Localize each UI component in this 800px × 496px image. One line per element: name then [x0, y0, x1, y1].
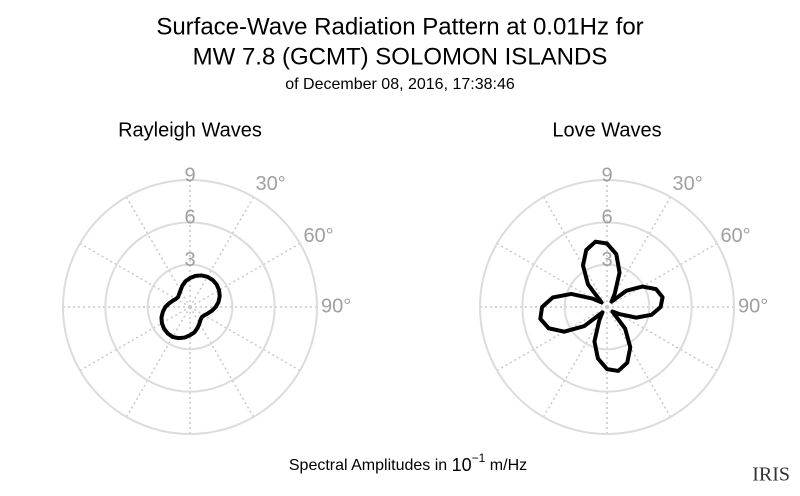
spoke — [79, 242, 191, 308]
r-tick-label: 9 — [601, 164, 612, 186]
spoke — [189, 196, 255, 308]
r-tick-label: 6 — [601, 207, 612, 229]
theta-tick-label: 30° — [256, 173, 286, 195]
r-tick-label: 6 — [184, 207, 195, 229]
logo: IRIS — [752, 464, 790, 486]
title-line: Surface-Wave Radiation Pattern at 0.01Hz… — [156, 13, 643, 40]
ring — [521, 221, 693, 393]
pattern-line — [159, 273, 222, 341]
spoke — [606, 306, 718, 372]
r-tick-label: 3 — [601, 249, 612, 271]
ring — [479, 179, 735, 435]
r-tick-label: 3 — [184, 249, 195, 271]
spoke — [189, 242, 301, 308]
spoke — [606, 306, 672, 418]
title-line: MW 7.8 (GCMT) SOLOMON ISLANDS — [193, 43, 608, 70]
x-label-exponent: −1 — [472, 451, 486, 465]
spoke — [79, 306, 191, 372]
spoke — [125, 306, 191, 418]
spoke — [496, 306, 608, 372]
ring — [62, 179, 318, 435]
spoke — [542, 196, 608, 308]
r-tick-label: 9 — [184, 164, 195, 186]
polar-title: Rayleigh Waves — [118, 119, 262, 141]
spoke — [606, 242, 718, 308]
subtitle: of December 08, 2016, 17:38:46 — [285, 76, 515, 93]
theta-tick-label: 90° — [738, 295, 768, 317]
theta-tick-label: 30° — [673, 173, 703, 195]
spoke — [189, 306, 301, 372]
x-label-text: Spectral Amplitudes in — [289, 457, 452, 474]
x-label: Spectral Amplitudes in 10−1 m/Hz — [289, 451, 527, 475]
theta-tick-label: 60° — [303, 225, 333, 247]
x-label-base: 10 — [452, 455, 472, 475]
theta-tick-label: 60° — [720, 225, 750, 247]
x-label-unit: m/Hz — [485, 457, 527, 474]
ring — [563, 263, 651, 351]
pattern-line — [538, 239, 665, 373]
theta-tick-label: 90° — [321, 295, 351, 317]
ring — [146, 263, 234, 351]
polar-title: Love Waves — [552, 119, 661, 141]
ring — [104, 221, 276, 393]
